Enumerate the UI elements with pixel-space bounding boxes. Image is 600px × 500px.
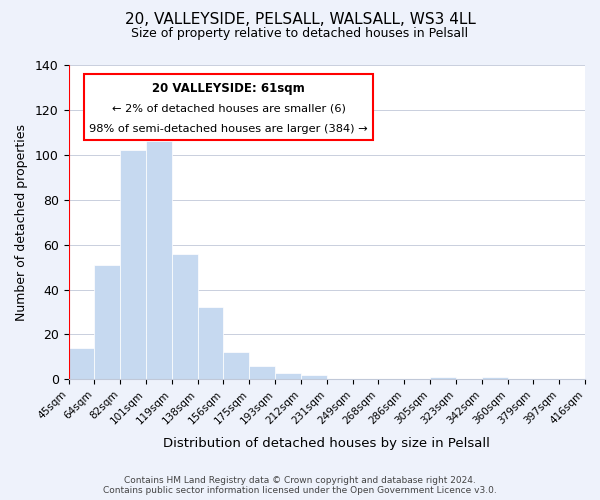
Bar xyxy=(172,254,197,380)
Bar xyxy=(250,366,275,380)
Y-axis label: Number of detached properties: Number of detached properties xyxy=(15,124,28,320)
Bar xyxy=(430,377,456,380)
Text: 20 VALLEYSIDE: 61sqm: 20 VALLEYSIDE: 61sqm xyxy=(152,82,305,96)
Text: Contains public sector information licensed under the Open Government Licence v3: Contains public sector information licen… xyxy=(103,486,497,495)
Bar xyxy=(68,348,94,380)
Bar xyxy=(197,308,223,380)
Bar xyxy=(120,150,146,380)
Text: 98% of semi-detached houses are larger (384) →: 98% of semi-detached houses are larger (… xyxy=(89,124,368,134)
Text: Contains HM Land Registry data © Crown copyright and database right 2024.: Contains HM Land Registry data © Crown c… xyxy=(124,476,476,485)
Bar xyxy=(275,372,301,380)
FancyBboxPatch shape xyxy=(84,74,373,140)
Text: ← 2% of detached houses are smaller (6): ← 2% of detached houses are smaller (6) xyxy=(112,104,346,114)
Bar xyxy=(94,265,120,380)
X-axis label: Distribution of detached houses by size in Pelsall: Distribution of detached houses by size … xyxy=(163,437,490,450)
Text: 20, VALLEYSIDE, PELSALL, WALSALL, WS3 4LL: 20, VALLEYSIDE, PELSALL, WALSALL, WS3 4L… xyxy=(125,12,475,28)
Bar xyxy=(301,375,327,380)
Text: Size of property relative to detached houses in Pelsall: Size of property relative to detached ho… xyxy=(131,28,469,40)
Bar xyxy=(482,377,508,380)
Bar xyxy=(146,142,172,380)
Bar xyxy=(223,352,250,380)
